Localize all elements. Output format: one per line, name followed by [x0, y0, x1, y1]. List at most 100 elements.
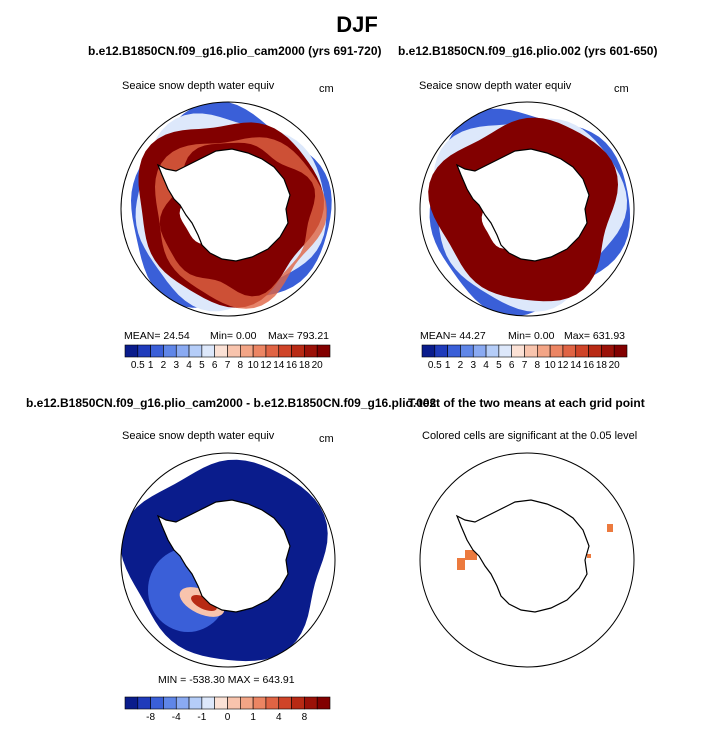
map-2-antarctica	[455, 148, 590, 262]
colorbar-2-cell	[460, 344, 474, 358]
colorbar-2-cell	[524, 344, 538, 358]
colorbar-2-tick-label: 1	[445, 360, 451, 371]
colorbar-1-tick-label: 4	[186, 360, 192, 371]
map-1-moderate-band	[155, 137, 327, 309]
map-4-sig-cell	[465, 550, 477, 560]
colorbar-2-cell	[421, 344, 436, 358]
colorbar-1-cell	[188, 344, 203, 358]
panel4-subtitle: Colored cells are significant at the 0.0…	[422, 430, 638, 442]
colorbar-1-cell	[316, 344, 331, 358]
colorbar-3-tick-label: -8	[146, 712, 155, 723]
panel1-mean: MEAN= 24.54	[124, 330, 190, 342]
colorbar-2-tick-label: 6	[509, 360, 515, 371]
map-4-antarctica	[455, 499, 590, 613]
colorbar-1-tick-label: 3	[173, 360, 179, 371]
colorbar-3-cell	[175, 696, 190, 710]
map-1-antarctica	[156, 148, 291, 262]
map-1-field	[131, 102, 332, 312]
colorbar-1-cell	[252, 344, 267, 358]
map-3-boundary	[120, 452, 336, 668]
map-4-sig-cell	[457, 558, 465, 570]
colorbar-1-cell	[304, 344, 318, 358]
colorbar-3-cell	[252, 696, 267, 710]
panel2-title: b.e12.B1850CN.f09_g16.plio.002 (yrs 601-…	[398, 44, 658, 58]
colorbar-1-cell	[278, 344, 292, 358]
panel1-max: Max= 793.21	[268, 330, 330, 342]
map-1-boundary	[120, 101, 336, 317]
colorbar-2-tick-label: 10	[545, 360, 557, 371]
colorbar-2-cell	[498, 344, 512, 358]
colorbar-2-tick-label: 3	[470, 360, 476, 371]
colorbar-1-tick-label: 6	[212, 360, 218, 371]
colorbar-1-tick-label: 5	[199, 360, 205, 371]
colorbar-2-tick-label: 12	[557, 360, 569, 371]
colorbar-3-cell	[201, 696, 215, 710]
panel1-title: b.e12.B1850CN.f09_g16.plio_cam2000 (yrs …	[88, 44, 382, 58]
colorbar-2-cell	[588, 344, 602, 358]
colorbar-1-cell	[201, 344, 215, 358]
colorbar-3-cell	[214, 696, 228, 710]
colorbar-2-cell	[575, 344, 589, 358]
colorbar-1-tick-label: 10	[248, 360, 260, 371]
map-2-field	[428, 108, 631, 316]
colorbar-2-tick-label: 7	[522, 360, 528, 371]
colorbar-2-cell	[562, 344, 577, 358]
map-3-field	[121, 459, 328, 662]
panel2-min: Min= 0.00	[508, 330, 555, 342]
colorbar-2-cell	[537, 344, 551, 358]
colorbar-1-cell	[240, 344, 254, 358]
panel2-units: cm	[614, 83, 629, 95]
colorbar-1-tick-label: 12	[260, 360, 272, 371]
map-3-pos-core	[191, 594, 217, 612]
map-4-field	[455, 499, 613, 613]
colorbar-2-cell	[613, 344, 628, 358]
map-4-boundary	[419, 452, 635, 668]
colorbar-1-cell	[214, 344, 228, 358]
colorbar-1-tick-label: 0.5	[131, 360, 145, 371]
colorbar-2-cell	[549, 344, 564, 358]
colorbar-1-tick-label: 2	[161, 360, 167, 371]
colorbar-3-cell	[316, 696, 331, 710]
colorbar-3-cell	[291, 696, 305, 710]
colorbar-2-cell	[472, 344, 487, 358]
colorbar-2-tick-label: 16	[583, 360, 595, 371]
colorbar-1-cell	[175, 344, 190, 358]
colorbar-1-cell	[137, 344, 151, 358]
colorbar-2-tick-label: 4	[483, 360, 489, 371]
colorbar-3-cell	[188, 696, 203, 710]
panel3-minmax: MIN = -538.30 MAX = 643.91	[158, 674, 295, 686]
colorbar-3-tick-label: 1	[250, 712, 256, 723]
colorbar-1-tick-label: 18	[299, 360, 311, 371]
figure-title: DJF	[336, 12, 378, 37]
panel2-variable: Seaice snow depth water equiv	[419, 80, 572, 92]
colorbar-3-cell	[163, 696, 177, 710]
colorbar-1-tick-label: 1	[148, 360, 154, 371]
colorbar-3-cell	[240, 696, 254, 710]
panel2-max: Max= 631.93	[564, 330, 626, 342]
panel3-variable: Seaice snow depth water equiv	[122, 430, 275, 442]
colorbar-1-cell	[163, 344, 177, 358]
colorbar-2-tick-label: 14	[570, 360, 582, 371]
colorbar-2-tick-label: 2	[458, 360, 464, 371]
panel3-title: b.e12.B1850CN.f09_g16.plio_cam2000 - b.e…	[26, 396, 437, 410]
colorbar-3-tick-label: -1	[197, 712, 206, 723]
colorbar-2-cell	[434, 344, 448, 358]
colorbar-1-tick-label: 16	[286, 360, 298, 371]
panel2-mean: MEAN= 44.27	[420, 330, 486, 342]
colorbar-1-tick-label: 7	[225, 360, 231, 371]
colorbar-1-cell	[124, 344, 139, 358]
colorbar-3-tick-label: 8	[302, 712, 308, 723]
panel1-variable: Seaice snow depth water equiv	[122, 80, 275, 92]
map-3-antarctica	[156, 499, 291, 613]
colorbar-3-tick-label: 0	[225, 712, 231, 723]
colorbar-3-tick-label: -4	[172, 712, 181, 723]
map-4-sig-cell	[607, 524, 613, 532]
map-2-high-snow	[428, 117, 618, 302]
colorbar-3-cell	[278, 696, 292, 710]
colorbar-2-cell	[601, 344, 615, 358]
colorbar-1-cell	[150, 344, 164, 358]
colorbar-1-cell	[291, 344, 305, 358]
colorbar-2-tick-label: 20	[609, 360, 621, 371]
colorbar-1-tick-label: 20	[312, 360, 324, 371]
